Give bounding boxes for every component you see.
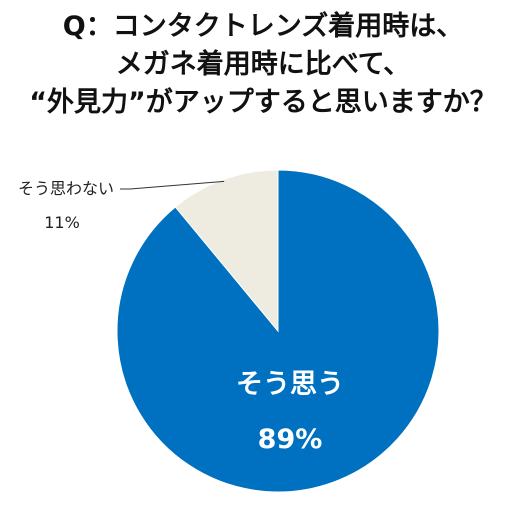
slice-value-label-0: 89% bbox=[258, 424, 323, 455]
pie-labels: そう思う 89% そう思わない 11% bbox=[18, 179, 344, 455]
slice-value-label-1: 11% bbox=[44, 213, 80, 232]
leader-line-1 bbox=[120, 180, 225, 190]
slice-label-1: そう思わない bbox=[18, 179, 114, 198]
slice-label-0: そう思う bbox=[236, 369, 344, 400]
title-line-2: メガネ着用時に比べて、 bbox=[115, 49, 411, 80]
chart-title: Q：コンタクトレンズ着用時は、 メガネ着用時に比べて、 “外見力”がアップすると… bbox=[0, 8, 526, 122]
title-line-3: “外見力”がアップすると思いますか？ bbox=[29, 87, 497, 118]
title-line-1: Q：コンタクトレンズ着用時は、 bbox=[62, 11, 464, 42]
pie-slices bbox=[116, 169, 440, 493]
pie-slice-1 bbox=[174, 169, 279, 333]
